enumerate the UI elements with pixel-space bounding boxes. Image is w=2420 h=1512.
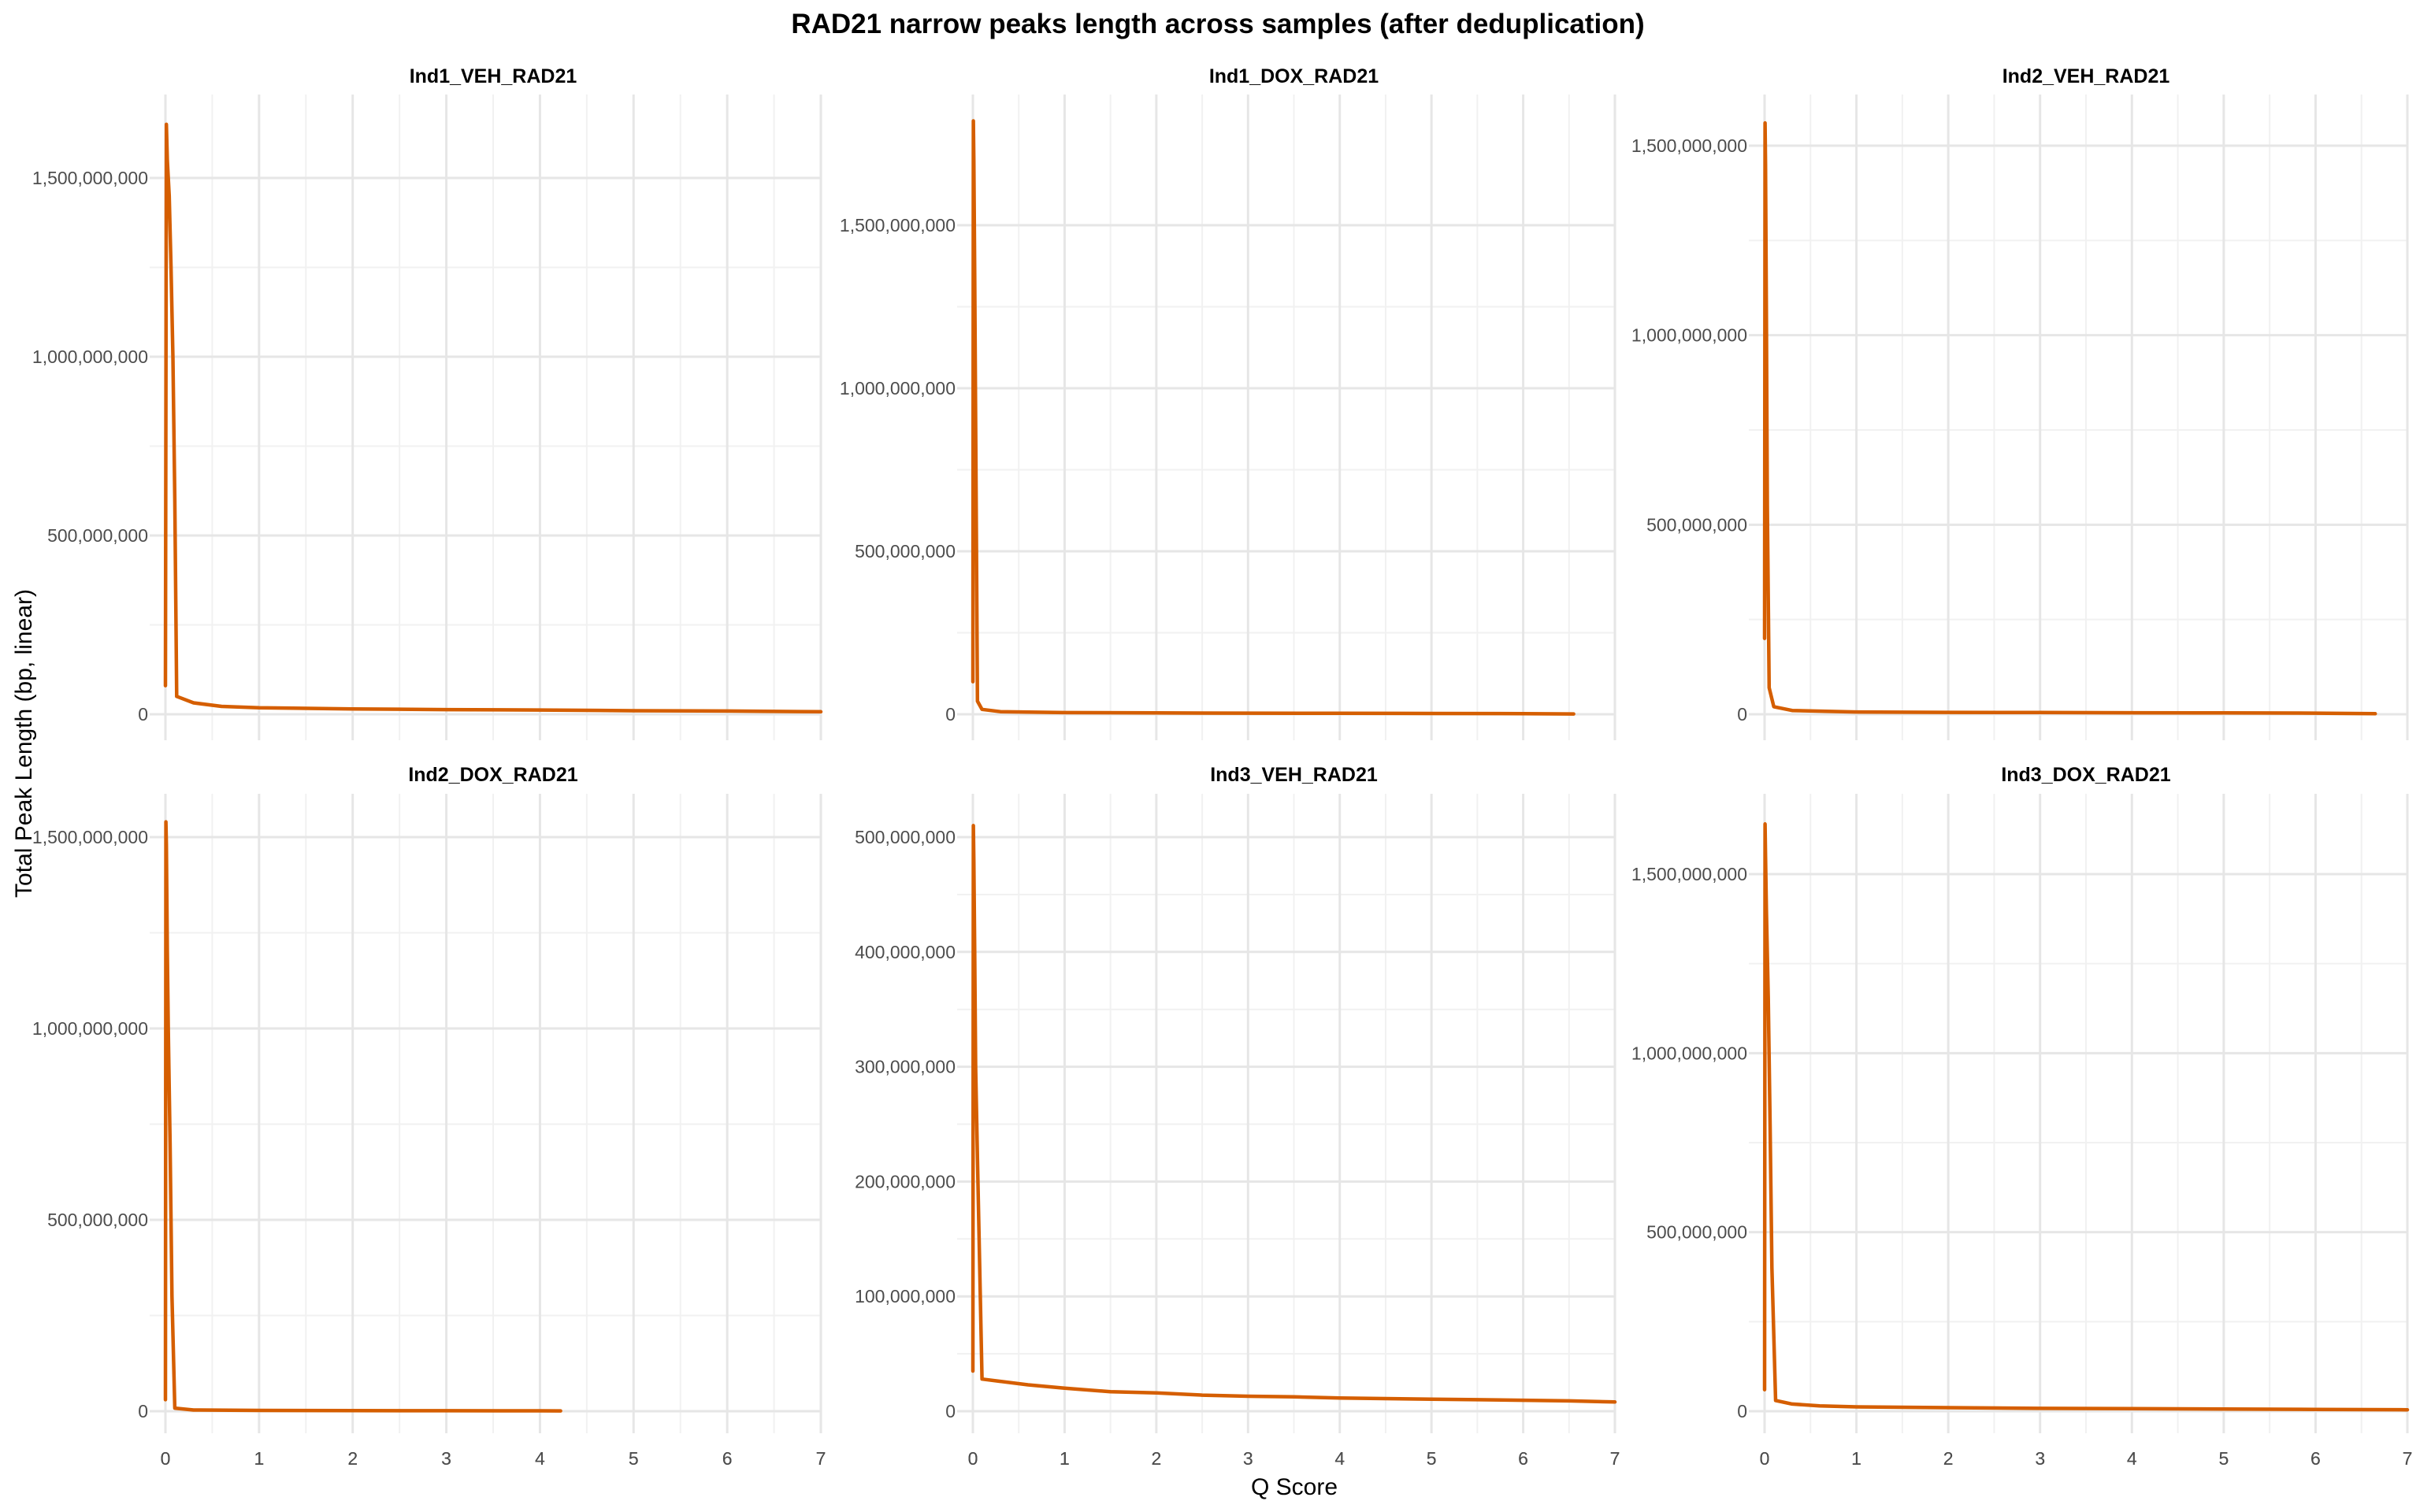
series-line [971, 824, 1617, 1404]
y-tick-label: 1,000,000,000 [840, 378, 956, 398]
y-tick-label: 0 [138, 704, 148, 724]
x-tick-label: 2 [1151, 1448, 1161, 1469]
x-tick-label: 3 [1243, 1448, 1253, 1469]
x-tick-label: 6 [1518, 1448, 1528, 1469]
x-tick-label: 3 [2035, 1448, 2045, 1469]
x-tick-label: 2 [347, 1448, 358, 1469]
x-tick-label: 4 [1334, 1448, 1345, 1469]
y-tick-label: 500,000,000 [1646, 1222, 1747, 1243]
y-tick-label: 500,000,000 [855, 827, 956, 847]
series-line [1762, 822, 2410, 1412]
y-tick-label: 500,000,000 [47, 525, 148, 546]
panel-title: Ind2_DOX_RAD21 [408, 764, 577, 786]
y-tick-label: 500,000,000 [47, 1210, 148, 1230]
x-tick-label: 1 [1851, 1448, 1861, 1469]
x-tick-label: 3 [1243, 1448, 1253, 1469]
y-tick-label: 300,000,000 [855, 1057, 956, 1077]
panel-title: Ind1_DOX_RAD21 [1209, 65, 1379, 87]
x-tick-label: 5 [2218, 1448, 2229, 1469]
y-tick-label: 1,500,000,000 [1631, 864, 1747, 884]
panel-Ind1_DOX_RAD21: 0 1 2 3 4 5 6 7 0 500,000,000 1,000,000,000 1,500,0… [840, 65, 1620, 1469]
y-tick-label: 1,500,000,000 [1631, 135, 1747, 156]
x-tick-label: 7 [2403, 1448, 2413, 1469]
x-tick-label: 7 [816, 1448, 826, 1469]
y-tick-label: 100,000,000 [855, 1286, 956, 1306]
x-tick-label: 5 [2218, 1448, 2229, 1469]
x-tick-label: 3 [441, 1448, 451, 1469]
y-tick-label: 0 [945, 1401, 956, 1421]
x-tick-label: 0 [968, 1448, 978, 1469]
figure-title: RAD21 narrow peaks length across samples… [791, 9, 1644, 39]
y-axis-title: Total Peak Length (bp, linear) [11, 589, 37, 898]
panel-Ind2_VEH_RAD21: 0 1 2 3 4 5 6 7 0 500,000,000 1,000,000,000 1,500,0… [1631, 65, 2412, 1469]
x-tick-label: 1 [1851, 1448, 1861, 1469]
y-tick-label: 1,500,000,000 [32, 168, 148, 188]
x-tick-label: 1 [254, 1448, 264, 1469]
x-tick-label: 6 [1518, 1448, 1528, 1469]
x-tick-label: 1 [254, 1448, 264, 1469]
x-tick-label: 0 [161, 1448, 171, 1469]
series-line [1762, 120, 2377, 716]
y-tick-label: 0 [945, 704, 956, 724]
y-tick-label: 0 [138, 1401, 148, 1421]
y-tick-label: 400,000,000 [855, 942, 956, 962]
x-tick-label: 4 [2127, 1448, 2137, 1469]
x-tick-label: 2 [1943, 1448, 1954, 1469]
y-tick-label: 1,000,000,000 [1631, 325, 1747, 346]
x-tick-label: 1 [1060, 1448, 1070, 1469]
y-tick-label: 200,000,000 [855, 1171, 956, 1191]
x-tick-label: 3 [2035, 1448, 2045, 1469]
y-tick-label: 0 [1737, 1401, 1747, 1421]
y-tick-label: 1,000,000,000 [32, 1018, 148, 1039]
x-tick-label: 2 [1151, 1448, 1161, 1469]
y-tick-label: 500,000,000 [1646, 514, 1747, 535]
y-tick-label: 1,500,000,000 [840, 215, 956, 235]
x-tick-label: 4 [535, 1448, 545, 1469]
x-tick-label: 0 [1760, 1448, 1770, 1469]
y-tick-label: 500,000,000 [855, 541, 956, 561]
y-tick-label: 0 [1737, 704, 1747, 724]
x-tick-label: 6 [722, 1448, 733, 1469]
x-tick-label: 6 [722, 1448, 733, 1469]
x-tick-label: 4 [1334, 1448, 1345, 1469]
panel-Ind1_VEH_RAD21: 0 1 2 3 4 5 6 7 0 500,000,000 1,000,000,000 1,500,0… [32, 65, 826, 1469]
x-tick-label: 6 [2311, 1448, 2321, 1469]
x-tick-label: 7 [1610, 1448, 1620, 1469]
x-tick-label: 0 [968, 1448, 978, 1469]
x-tick-label: 2 [347, 1448, 358, 1469]
x-tick-label: 0 [161, 1448, 171, 1469]
panel-Ind3_DOX_RAD21: 0 1 2 3 4 5 6 7 0 500,000,000 1,000,000,000 1,500,0… [1631, 764, 2412, 1469]
panel-title: Ind3_VEH_RAD21 [1210, 764, 1378, 786]
x-tick-label: 4 [535, 1448, 545, 1469]
y-tick-label: 1,000,000,000 [32, 346, 148, 367]
x-tick-label: 4 [2127, 1448, 2137, 1469]
series-line [163, 122, 823, 714]
x-tick-label: 7 [1610, 1448, 1620, 1469]
y-tick-label: 1,000,000,000 [1631, 1043, 1747, 1063]
x-tick-label: 7 [2403, 1448, 2413, 1469]
series-line [971, 119, 1576, 716]
x-tick-label: 2 [1943, 1448, 1954, 1469]
series-line [163, 820, 562, 1413]
panel-Ind3_VEH_RAD21: 0 1 2 3 4 5 6 7 0 100,000,000 200,000,000 300,000,0… [855, 764, 1620, 1469]
x-tick-label: 6 [2311, 1448, 2321, 1469]
panel-title: Ind3_DOX_RAD21 [2001, 764, 2170, 786]
x-tick-label: 5 [1427, 1448, 1437, 1469]
x-tick-label: 1 [1060, 1448, 1070, 1469]
panel-title: Ind2_VEH_RAD21 [2002, 65, 2170, 87]
x-tick-label: 3 [441, 1448, 451, 1469]
y-tick-label: 1,500,000,000 [32, 827, 148, 847]
x-tick-label: 5 [629, 1448, 639, 1469]
panel-title: Ind1_VEH_RAD21 [410, 65, 577, 87]
panel-Ind2_DOX_RAD21: 0 1 2 3 4 5 6 7 0 500,000,000 1,000,000,000 1,500,0… [32, 764, 826, 1469]
x-tick-label: 5 [629, 1448, 639, 1469]
x-tick-label: 0 [1760, 1448, 1770, 1469]
x-tick-label: 7 [816, 1448, 826, 1469]
x-axis-title: Q Score [1251, 1474, 1338, 1500]
x-tick-label: 5 [1427, 1448, 1437, 1469]
